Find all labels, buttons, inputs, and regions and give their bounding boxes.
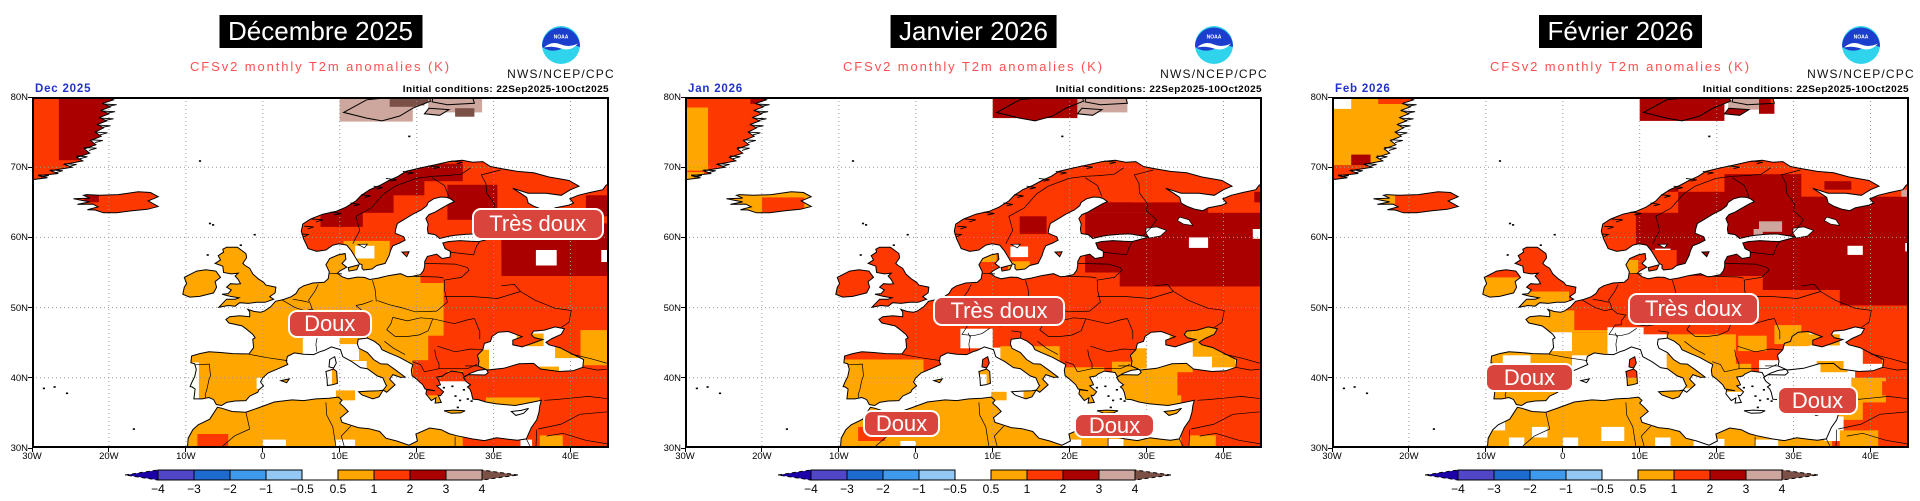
svg-text:−3: −3	[187, 482, 201, 496]
svg-text:−4: −4	[151, 482, 165, 496]
svg-text:2: 2	[407, 482, 414, 496]
svg-text:−3: −3	[1487, 482, 1501, 496]
svg-text:−4: −4	[1451, 482, 1465, 496]
svg-text:3: 3	[1096, 482, 1103, 496]
svg-text:4: 4	[479, 482, 486, 496]
svg-text:2: 2	[1707, 482, 1714, 496]
svg-text:−2: −2	[876, 482, 890, 496]
svg-text:NOAA: NOAA	[1207, 34, 1222, 40]
svg-text:NOAA: NOAA	[1854, 34, 1869, 40]
svg-text:−4: −4	[804, 482, 818, 496]
svg-text:−0.5: −0.5	[290, 482, 314, 496]
svg-text:−0.5: −0.5	[1590, 482, 1614, 496]
svg-text:4: 4	[1132, 482, 1139, 496]
svg-text:1: 1	[1024, 482, 1031, 496]
svg-text:0.5: 0.5	[983, 482, 1000, 496]
svg-text:4: 4	[1779, 482, 1786, 496]
svg-text:2: 2	[1060, 482, 1067, 496]
svg-text:3: 3	[1743, 482, 1750, 496]
svg-text:1: 1	[1671, 482, 1678, 496]
svg-text:0.5: 0.5	[1630, 482, 1647, 496]
svg-text:3: 3	[443, 482, 450, 496]
svg-text:−1: −1	[912, 482, 926, 496]
svg-text:−2: −2	[223, 482, 237, 496]
svg-text:−3: −3	[840, 482, 854, 496]
svg-text:−1: −1	[1559, 482, 1573, 496]
svg-text:NOAA: NOAA	[554, 34, 569, 40]
svg-text:0.5: 0.5	[330, 482, 347, 496]
svg-text:−1: −1	[259, 482, 273, 496]
svg-text:1: 1	[371, 482, 378, 496]
svg-text:−2: −2	[1523, 482, 1537, 496]
svg-text:−0.5: −0.5	[943, 482, 967, 496]
